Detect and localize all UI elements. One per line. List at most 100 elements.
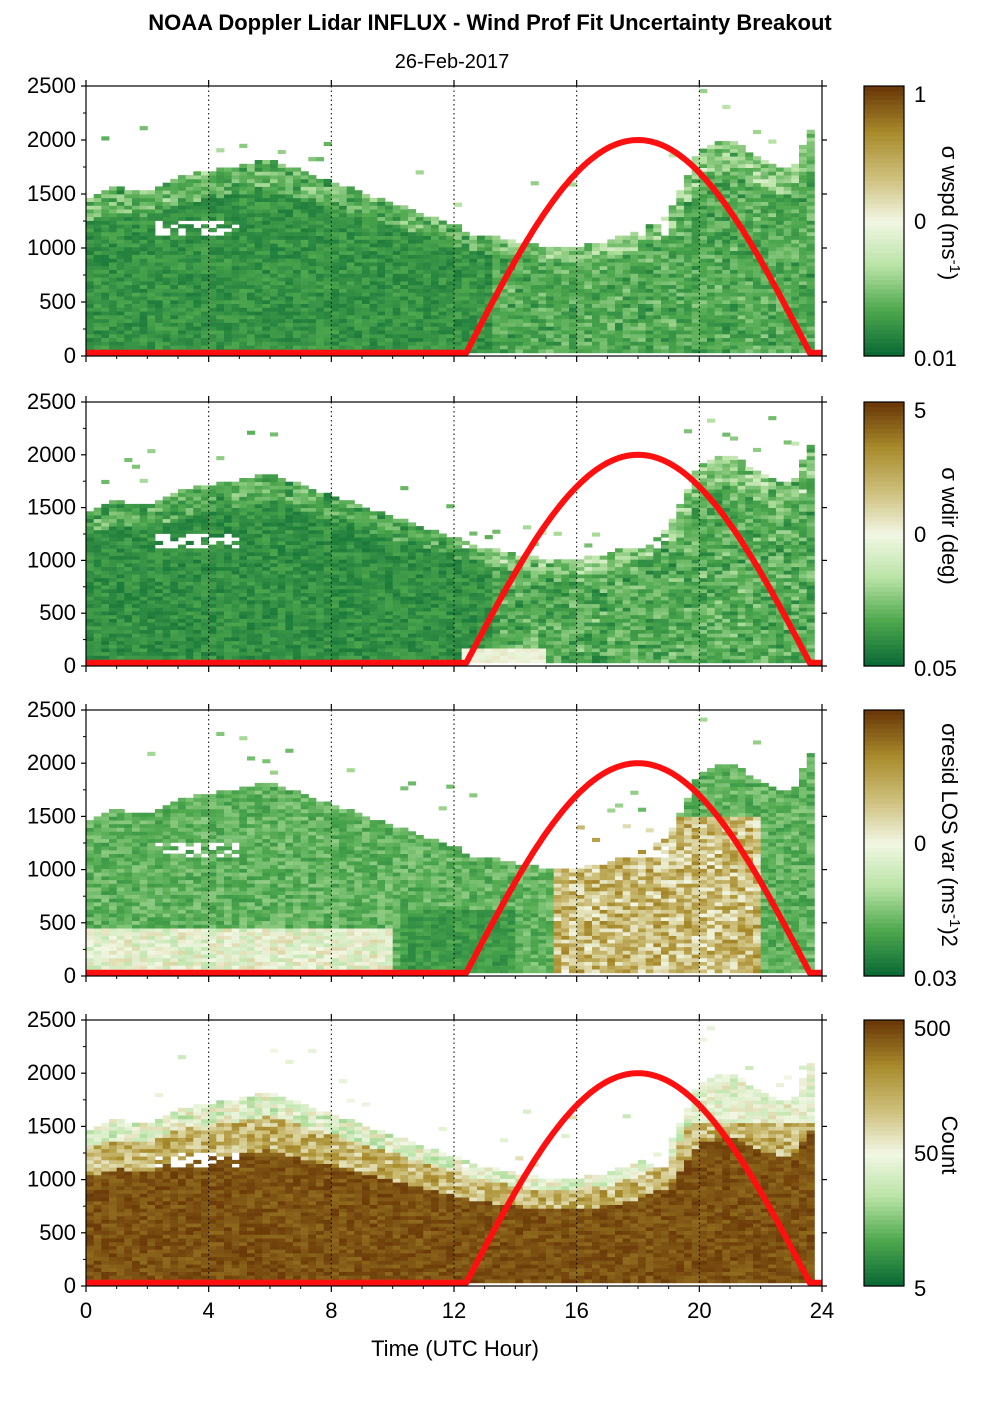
heatmap-cell [239,292,248,297]
heatmap-cell [132,637,141,642]
heatmap-cell [300,239,309,244]
heatmap-cell [806,243,815,248]
heatmap-cell [599,273,608,278]
heatmap-cell [300,178,309,184]
heatmap-cell [170,345,179,350]
heatmap-cell [293,292,302,297]
heatmap-cell [116,596,125,601]
heatmap-cell [599,330,608,335]
heatmap-cell [93,577,102,582]
heatmap-cell [691,190,700,195]
heatmap-cell [707,273,716,278]
heatmap-cell [262,330,271,335]
heatmap-cell [776,182,785,187]
heatmap-cell [178,596,187,601]
heatmap-cell [730,269,739,274]
heatmap-cell [101,277,110,282]
heatmap-cell [400,337,409,342]
heatmap-cell [492,280,501,286]
heatmap-cell [185,648,194,653]
heatmap-cell [277,216,286,221]
heatmap-cell [93,250,102,255]
heatmap-cell [753,299,762,304]
heatmap-cell [615,299,624,304]
heatmap-cell [124,194,133,199]
heatmap-cell [316,296,325,301]
heatmap-cell [699,326,708,331]
heatmap-cell [316,280,325,286]
heatmap-cell [247,197,256,202]
heatmap-cell [676,341,685,346]
heatmap-cell [561,265,570,270]
heatmap-cell [638,273,647,278]
heatmap-cell [707,307,716,312]
heatmap-cell [714,205,723,210]
heatmap-cell [561,296,570,301]
heatmap-cell [569,326,578,331]
heatmap-cell [170,585,179,590]
heatmap-cell [730,265,739,270]
heatmap-cell [162,644,171,649]
heatmap-cell [768,262,777,267]
heatmap-cell [607,326,616,331]
heatmap-cell [185,633,194,638]
heatmap-cell [339,224,348,229]
heatmap-cell [201,341,210,346]
heatmap-cell [730,284,739,289]
heatmap-cell [193,311,202,316]
heatmap-cell [254,307,263,312]
heatmap-cell [170,588,179,593]
heatmap-cell [231,299,240,304]
heatmap-cell [354,212,363,218]
heatmap-cell [469,318,478,323]
heatmap-cell [216,522,225,527]
heatmap-cell [178,515,187,520]
heatmap-cell [239,629,248,634]
heatmap-cell [139,318,148,323]
heatmap-cell [239,231,248,236]
heatmap-cell [224,633,233,638]
heatmap-cell [231,614,240,619]
heatmap-cell [185,618,194,623]
colorbar-segment [864,243,904,249]
heatmap-cell [392,337,401,342]
heatmap-cell [124,273,133,278]
heatmap-cell [369,296,378,301]
heatmap-cell [239,296,248,301]
heatmap-cell [737,337,746,342]
heatmap-cell [185,299,194,304]
heatmap-cell [638,322,647,327]
heatmap-cell [178,337,187,342]
heatmap-cell [776,333,785,339]
heatmap-cell [768,311,777,316]
heatmap-cell [262,284,271,289]
heatmap-cell [231,640,240,645]
heatmap-cell [270,209,279,214]
heatmap-cell [224,201,233,206]
heatmap-cell [139,651,148,656]
heatmap-cell [109,345,118,350]
heatmap-cell [477,349,486,354]
heatmap-cell [722,235,731,240]
heatmap-cell [438,228,447,233]
heatmap-cell [277,322,286,327]
heatmap-cell [369,201,378,206]
heatmap-cell [753,273,762,278]
heatmap-cell [101,507,110,512]
heatmap-cell [607,246,616,252]
heatmap-cell [116,555,125,560]
heatmap-cell [208,555,217,560]
heatmap-cell [262,299,271,304]
heatmap-cell [469,322,478,327]
heatmap-cell [239,167,248,172]
heatmap-cell [139,250,148,255]
heatmap-cell [691,349,700,354]
heatmap-cell [377,345,386,350]
heatmap-cell [139,190,148,195]
heatmap-cell [791,224,800,229]
heatmap-cell [415,326,424,331]
heatmap-cell [722,148,731,153]
heatmap-cell [300,246,309,252]
heatmap-cell [622,303,631,308]
heatmap-cell [638,333,647,339]
